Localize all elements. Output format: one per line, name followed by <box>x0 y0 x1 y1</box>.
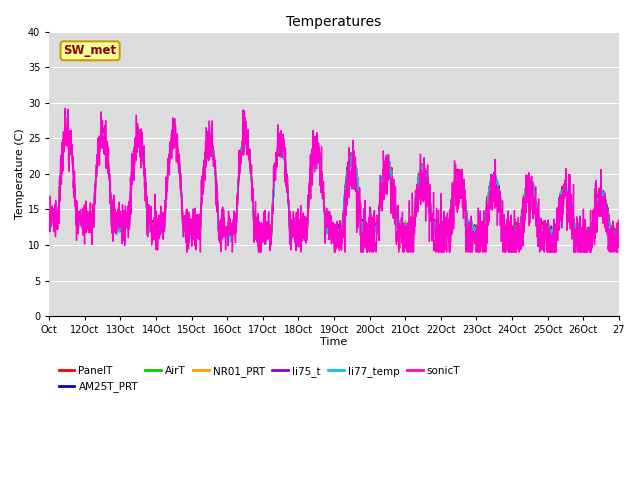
Text: SW_met: SW_met <box>63 44 116 57</box>
li75_t <box>607 231 615 237</box>
li75_t <box>45 218 53 224</box>
Line: AirT: AirT <box>49 132 619 238</box>
AirT <box>369 228 376 233</box>
li75_t <box>538 225 546 231</box>
NR01_PRT <box>45 217 53 223</box>
Line: AM25T_PRT: AM25T_PRT <box>49 132 619 238</box>
PanelT <box>506 228 514 234</box>
sonicT <box>45 208 53 214</box>
PanelT <box>615 230 623 236</box>
Line: li77_temp: li77_temp <box>49 132 619 244</box>
sonicT <box>506 219 514 225</box>
sonicT <box>183 249 191 255</box>
li77_temp <box>607 229 615 235</box>
PanelT <box>99 125 107 131</box>
li77_temp <box>369 223 376 228</box>
Line: NR01_PRT: NR01_PRT <box>49 129 619 239</box>
li75_t <box>615 228 623 234</box>
PanelT <box>261 237 269 242</box>
NR01_PRT <box>607 228 615 233</box>
AM25T_PRT <box>538 224 546 230</box>
AM25T_PRT <box>607 228 615 234</box>
NR01_PRT <box>102 150 110 156</box>
NR01_PRT <box>99 126 106 132</box>
AM25T_PRT <box>369 220 376 226</box>
NR01_PRT <box>259 236 266 242</box>
Y-axis label: Temperature (C): Temperature (C) <box>15 129 25 219</box>
AirT <box>506 226 513 231</box>
AM25T_PRT <box>98 129 106 134</box>
X-axis label: Time: Time <box>321 336 348 347</box>
PanelT <box>369 225 376 230</box>
AirT <box>225 228 233 233</box>
li77_temp <box>261 241 269 247</box>
sonicT <box>61 106 69 111</box>
li77_temp <box>615 230 623 236</box>
AM25T_PRT <box>615 231 623 237</box>
Line: sonicT: sonicT <box>49 108 619 252</box>
li77_temp <box>98 129 106 134</box>
PanelT <box>538 219 546 225</box>
sonicT <box>615 244 623 250</box>
li75_t <box>369 218 376 224</box>
PanelT <box>225 229 233 235</box>
PanelT <box>45 219 53 225</box>
li75_t <box>225 226 233 231</box>
NR01_PRT <box>538 224 546 230</box>
Line: li75_t: li75_t <box>49 131 619 239</box>
NR01_PRT <box>506 227 514 233</box>
AirT <box>538 227 546 233</box>
NR01_PRT <box>225 226 233 232</box>
sonicT <box>102 141 110 146</box>
AirT <box>102 147 110 153</box>
AirT <box>607 224 614 230</box>
AM25T_PRT <box>287 235 294 240</box>
li77_temp <box>538 229 546 235</box>
sonicT <box>538 235 546 240</box>
AM25T_PRT <box>102 149 110 155</box>
AM25T_PRT <box>506 225 514 230</box>
AirT <box>99 129 106 134</box>
li77_temp <box>102 151 110 156</box>
sonicT <box>607 226 615 231</box>
li75_t <box>99 128 107 133</box>
li77_temp <box>45 225 53 231</box>
NR01_PRT <box>615 228 623 234</box>
AirT <box>615 228 623 234</box>
AM25T_PRT <box>45 218 53 224</box>
AirT <box>45 215 53 221</box>
sonicT <box>226 220 234 226</box>
li77_temp <box>506 226 514 232</box>
NR01_PRT <box>369 220 376 226</box>
PanelT <box>607 227 615 233</box>
li75_t <box>263 236 271 242</box>
AirT <box>614 235 621 240</box>
li75_t <box>506 225 514 230</box>
Line: PanelT: PanelT <box>49 128 619 240</box>
PanelT <box>102 142 110 147</box>
AM25T_PRT <box>225 227 233 232</box>
li77_temp <box>225 229 233 235</box>
Legend: PanelT, AM25T_PRT, AirT, NR01_PRT, li75_t, li77_temp, sonicT: PanelT, AM25T_PRT, AirT, NR01_PRT, li75_… <box>54 362 465 396</box>
Title: Temperatures: Temperatures <box>287 15 381 29</box>
li75_t <box>102 148 110 154</box>
sonicT <box>369 235 376 240</box>
